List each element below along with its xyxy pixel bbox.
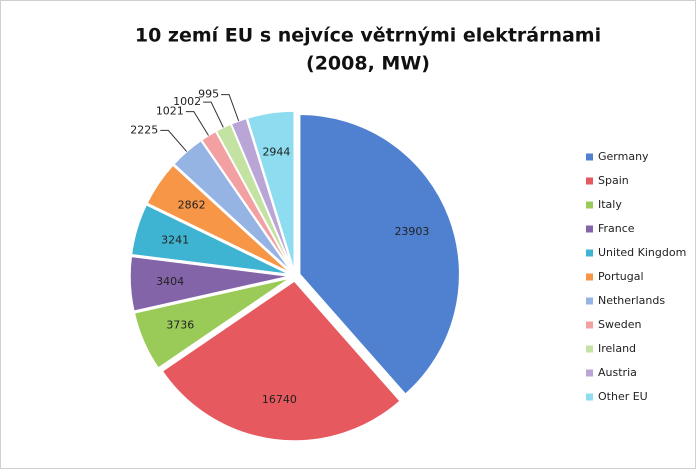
pie-slice	[129, 255, 291, 313]
legend-label: Austria	[598, 366, 637, 379]
leader-line	[203, 101, 224, 128]
legend-label: Netherlands	[598, 294, 665, 307]
pie-slice	[130, 203, 291, 276]
legend-label: Italy	[598, 198, 622, 211]
chart-title: (2008, MW)	[306, 53, 430, 75]
legend-swatch	[586, 273, 593, 281]
pie-slice	[145, 163, 292, 274]
data-label: 2225	[130, 123, 158, 136]
legend-swatch	[586, 153, 593, 161]
leader-line	[185, 111, 209, 136]
data-label: 3404	[156, 275, 184, 288]
legend-label: Portugal	[598, 270, 644, 283]
legend-swatch	[586, 393, 593, 401]
pie-slice	[230, 117, 295, 272]
pie-slice	[161, 279, 402, 442]
legend-swatch	[586, 249, 593, 257]
pie-slice	[298, 113, 461, 396]
legend-swatch	[586, 297, 593, 305]
legend-label: Ireland	[598, 342, 636, 355]
legend-swatch	[586, 177, 593, 185]
legend-label: United Kingdom	[598, 246, 686, 259]
data-label: 3241	[161, 233, 189, 246]
data-label: 16740	[262, 393, 297, 406]
legend-swatch	[586, 321, 593, 329]
data-label: 3736	[166, 319, 194, 332]
leader-line	[221, 94, 240, 122]
legend-label: Spain	[598, 174, 629, 187]
legend-label: France	[598, 222, 635, 235]
legend-label: Sweden	[598, 318, 641, 331]
legend-swatch	[586, 225, 593, 233]
legend-swatch	[586, 369, 593, 377]
data-label: 2944	[262, 145, 290, 158]
leader-line	[160, 129, 188, 152]
chart-title: 10 zemí EU s nejvíce větrnými elektrárna…	[135, 25, 601, 47]
legend-label: Germany	[598, 150, 649, 163]
legend-swatch	[586, 201, 593, 209]
pie-slice	[246, 110, 296, 272]
data-label: 23903	[394, 225, 429, 238]
legend-swatch	[586, 345, 593, 353]
legend-label: Other EU	[598, 390, 648, 403]
data-label: 1002	[173, 95, 201, 108]
data-label: 995	[198, 88, 219, 101]
data-label: 2862	[178, 199, 206, 212]
data-label: 1021	[156, 105, 184, 118]
pie-slice	[133, 277, 291, 370]
